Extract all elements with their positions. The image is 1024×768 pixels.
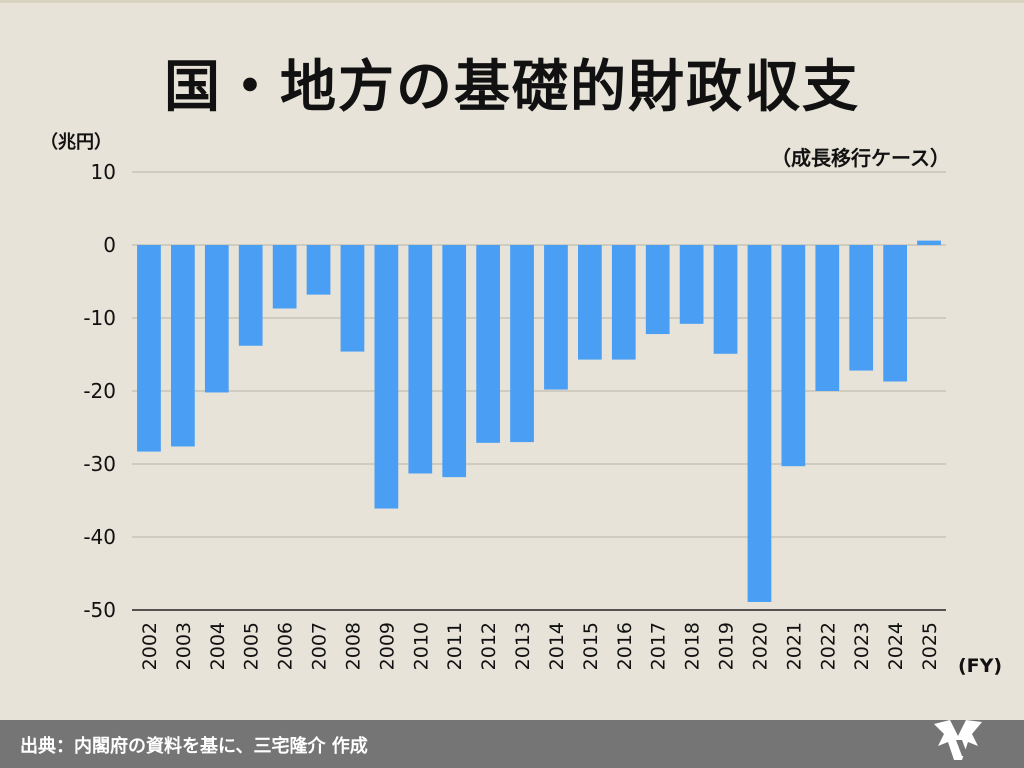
x-tick-label: 2011 [444,622,466,670]
bar-2021 [781,245,806,467]
source-note: 出典：内閣府の資料を基に、三宅隆介 作成 [20,736,368,757]
x-tick-label: 2017 [648,622,670,670]
bar-2023 [849,245,874,371]
bar-2022 [815,245,840,391]
bar-2005 [238,245,263,346]
bar-2016 [611,245,636,360]
bar-2019 [713,245,738,354]
bar-2014 [544,245,568,390]
bar-2006 [272,245,297,309]
x-tick-label: 2023 [851,622,873,670]
y-tick-label: -50 [83,598,116,622]
y-tick-label: 0 [103,233,116,257]
y-tick-label: 10 [91,160,116,184]
bar-2003 [171,245,195,447]
x-tick-label: 2014 [546,622,568,670]
bar-2013 [510,245,534,443]
page-title: 国・地方の基礎的財政収支 [164,55,860,120]
bar-2017 [645,245,670,335]
x-axis-label: (FY) [958,655,1002,677]
bar-2007 [306,245,331,295]
bar-2010 [408,245,433,474]
bar-chart: 10 0 -10 -20 -30 -40 -50 2002 2003 2004 2005 2006 20… [83,160,1002,677]
bar-2004 [204,245,229,393]
x-tick-label: 2013 [512,622,534,670]
x-tick-label: 2004 [207,622,229,670]
bar-2002 [137,245,161,452]
x-tick-label: 2002 [139,622,161,670]
x-tick-label: 2016 [614,622,636,670]
scenario-label: （成長移行ケース） [771,146,950,170]
y-tick-label: -30 [83,452,116,476]
bar-2012 [476,245,500,443]
y-axis-unit-label: （兆円） [40,132,112,153]
bar-2009 [374,245,399,509]
x-tick-label: 2003 [173,622,195,670]
top-border [0,0,1024,3]
footer-bar: 出典：内閣府の資料を基に、三宅隆介 作成 [0,720,1024,768]
x-tick-label: 2005 [241,622,263,670]
bar-2020 [747,245,772,602]
x-tick-label: 2020 [749,622,771,670]
bar-2008 [340,245,365,352]
y-tick-label: -40 [83,525,116,549]
x-tick-label: 2022 [817,622,839,670]
x-tick-label: 2025 [919,622,941,670]
x-tick-label: 2010 [410,622,432,670]
x-tick-label: 2024 [885,622,907,670]
bar-2011 [442,245,467,478]
x-tick-label: 2021 [783,622,805,670]
x-tick-label: 2019 [716,622,738,670]
bar-2024 [883,245,907,382]
brand-logo-icon [934,720,982,760]
x-tick-label: 2009 [376,622,398,670]
x-tick-label: 2012 [478,622,500,670]
x-tick-label: 2008 [342,622,364,670]
bar-2025 [917,240,941,245]
x-tick-label: 2018 [682,622,704,670]
x-tick-label: 2006 [275,622,297,670]
y-tick-label: -20 [83,379,116,403]
x-tick-label: 2015 [580,622,602,670]
bar-2018 [679,245,704,324]
y-tick-label: -10 [83,306,116,330]
bar-2015 [578,245,602,360]
x-tick-label: 2007 [309,622,331,670]
